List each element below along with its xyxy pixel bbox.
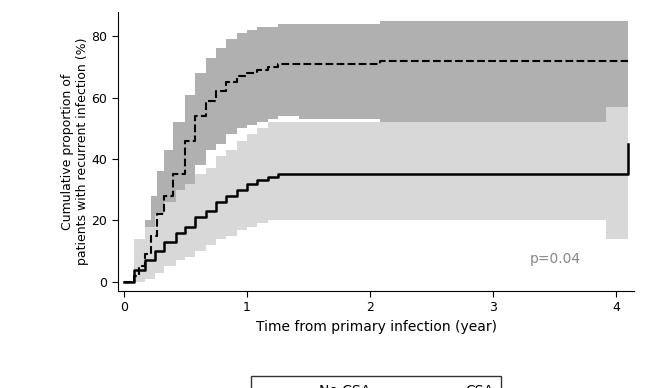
- Y-axis label: Cumulative proportion of
patients with recurrent infection (%): Cumulative proportion of patients with r…: [61, 38, 88, 265]
- X-axis label: Time from primary infection (year): Time from primary infection (year): [256, 320, 496, 334]
- Legend: No CSA, CSA: No CSA, CSA: [250, 376, 502, 388]
- Text: p=0.04: p=0.04: [530, 253, 581, 267]
